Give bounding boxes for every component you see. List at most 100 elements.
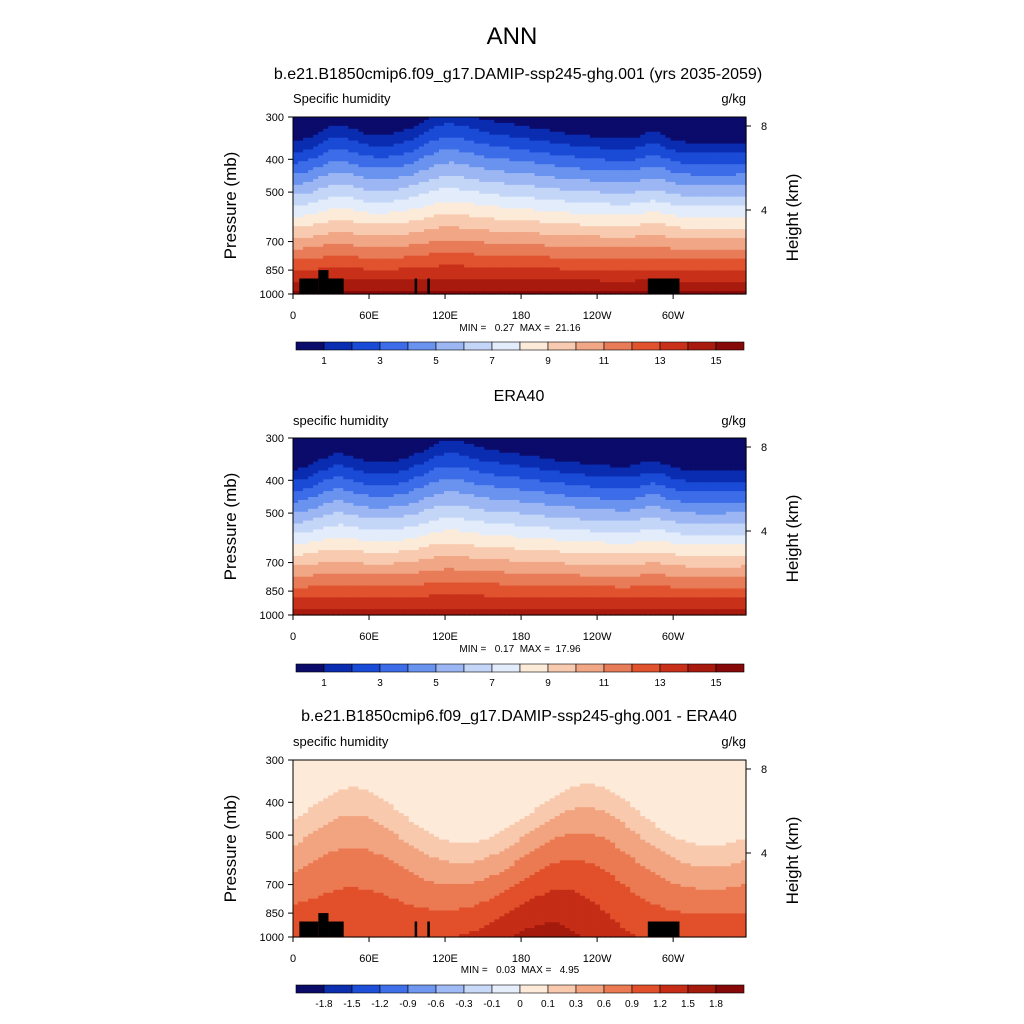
contour-cell <box>348 214 354 218</box>
contour-cell <box>383 217 390 221</box>
contour-cell <box>534 128 541 133</box>
contour-cell <box>494 187 500 192</box>
contour-cell <box>710 117 717 121</box>
contour-cell <box>499 117 505 121</box>
contour-cell <box>610 264 616 269</box>
contour-cell <box>363 261 370 266</box>
contour-cell <box>700 190 707 195</box>
contour-cell <box>423 261 430 266</box>
contour-cell <box>373 217 380 221</box>
contour-cell <box>660 261 667 266</box>
contour-cell <box>539 237 546 242</box>
contour-cell <box>660 184 667 189</box>
contour-cell <box>428 255 435 260</box>
contour-cell <box>378 193 385 198</box>
contour-cell <box>700 146 707 151</box>
contour-cell <box>423 273 430 277</box>
contour-cell <box>333 255 339 260</box>
contour-cell <box>418 267 425 271</box>
contour-cell <box>403 134 410 139</box>
contour-cell <box>308 176 314 180</box>
contour-cell <box>705 220 712 224</box>
contour-cell <box>464 181 470 186</box>
contour-cell <box>438 235 445 239</box>
contour-cell <box>418 214 425 218</box>
contour-cell <box>675 164 682 168</box>
contour-cell <box>499 252 505 257</box>
contour-cell <box>444 246 450 251</box>
contour-cell <box>504 291 511 295</box>
contour-cell <box>428 243 435 248</box>
contour-cell <box>418 196 425 201</box>
contour-cell <box>600 199 606 204</box>
contour-cell <box>318 128 324 133</box>
contour-cell <box>348 285 354 289</box>
contour-cell <box>549 214 556 218</box>
contour-cell <box>499 199 505 204</box>
contour-cell <box>584 199 591 204</box>
contour-cell <box>514 246 521 251</box>
contour-cell <box>333 184 339 189</box>
contour-cell <box>610 167 616 171</box>
contour-cell <box>363 235 370 239</box>
contour-cell <box>675 202 682 207</box>
contour-cell <box>454 217 460 221</box>
contour-cell <box>680 258 687 263</box>
contour-cell <box>595 176 601 180</box>
contour-cell <box>479 279 485 283</box>
contour-cell <box>574 202 581 207</box>
contour-cell <box>368 211 375 215</box>
contour-cell <box>363 202 370 207</box>
contour-cell <box>328 173 334 177</box>
contour-cell <box>393 193 400 198</box>
contour-cell <box>469 190 475 195</box>
contour-cell <box>509 164 516 168</box>
contour-cell <box>433 235 440 239</box>
contour-cell <box>574 279 581 283</box>
contour-cell <box>519 125 526 130</box>
contour-cell <box>529 131 536 136</box>
contour-cell <box>675 161 682 165</box>
contour-cell <box>640 264 646 269</box>
contour-cell <box>358 134 365 139</box>
contour-cell <box>398 193 405 198</box>
contour-cell <box>539 276 546 280</box>
contour-cell <box>655 146 662 151</box>
contour-cell <box>534 246 541 251</box>
contour-cell <box>685 252 692 257</box>
contour-cell <box>444 237 450 242</box>
contour-cell <box>630 264 636 269</box>
contour-cell <box>328 128 334 133</box>
contour-cell <box>695 178 702 183</box>
contour-cell <box>615 137 621 142</box>
contour-cell <box>635 291 641 295</box>
contour-cell <box>313 155 319 159</box>
contour-cell <box>469 240 475 245</box>
contour-cell <box>529 119 536 124</box>
contour-cell <box>388 229 395 233</box>
contour-cell <box>695 167 702 171</box>
contour-cell <box>393 211 400 215</box>
contour-cell <box>705 196 712 201</box>
contour-cell <box>554 122 561 127</box>
contour-cell <box>529 279 536 283</box>
contour-cell <box>469 252 475 257</box>
contour-cell <box>469 279 475 283</box>
contour-cell <box>313 220 319 224</box>
contour-cell <box>423 205 430 210</box>
contour-cell <box>303 223 309 227</box>
contour-cell <box>605 258 611 263</box>
contour-cell <box>494 176 500 180</box>
contour-cell <box>318 193 324 198</box>
contour-cell <box>293 211 299 215</box>
contour-cell <box>383 243 390 248</box>
contour-cell <box>514 167 521 171</box>
contour-cell <box>338 208 344 212</box>
contour-cell <box>554 164 561 168</box>
contour-cell <box>514 240 521 245</box>
contour-cell <box>418 202 425 207</box>
contour-cell <box>645 226 651 230</box>
contour-cell <box>680 128 687 133</box>
contour-cell <box>589 170 596 174</box>
contour-cell <box>368 240 375 245</box>
